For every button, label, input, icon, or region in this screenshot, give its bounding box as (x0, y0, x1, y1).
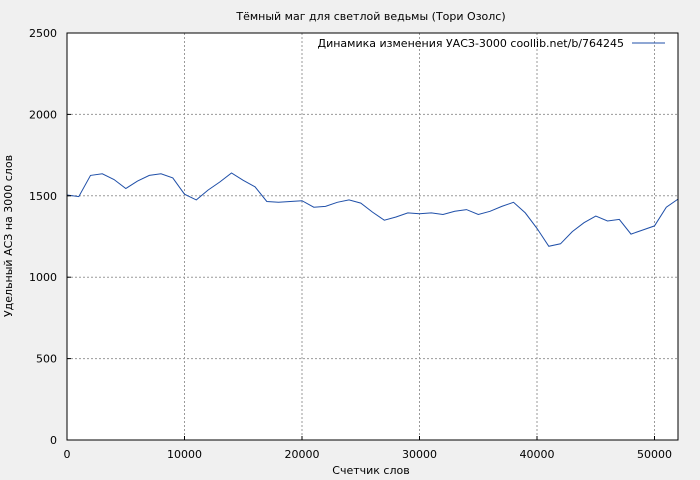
y-tick-label: 2000 (29, 108, 57, 121)
y-axis-ticks: 0 500 1000 1500 2000 2500 (29, 27, 71, 447)
y-tick-label: 2500 (29, 27, 57, 40)
x-axis-label: Счетчик слов (332, 464, 409, 477)
legend-label: Динамика изменения УАСЗ-3000 coollib.net… (318, 37, 625, 50)
y-axis-label: Удельный АСЗ на 3000 слов (2, 155, 15, 317)
y-tick-label: 1500 (29, 190, 57, 203)
x-tick-label: 20000 (285, 448, 320, 461)
series-line (66, 172, 679, 247)
plot-frame (66, 32, 679, 441)
grid-lines (67, 33, 678, 440)
x-tick-label: 40000 (520, 448, 555, 461)
series-layer (66, 172, 679, 247)
x-axis-ticks: 0 10000 20000 30000 40000 50000 (64, 436, 672, 461)
chart-title: Тёмный маг для светлой ведьмы (Тори Озол… (235, 10, 505, 23)
x-tick-label: 50000 (637, 448, 672, 461)
x-tick-label: 10000 (167, 448, 202, 461)
legend: Динамика изменения УАСЗ-3000 coollib.net… (318, 37, 665, 50)
y-tick-label: 500 (36, 353, 57, 366)
x-tick-label: 30000 (402, 448, 437, 461)
y-tick-label: 0 (50, 434, 57, 447)
x-tick-label: 0 (64, 448, 71, 461)
y-tick-label: 1000 (29, 271, 57, 284)
plot-area (67, 33, 678, 440)
